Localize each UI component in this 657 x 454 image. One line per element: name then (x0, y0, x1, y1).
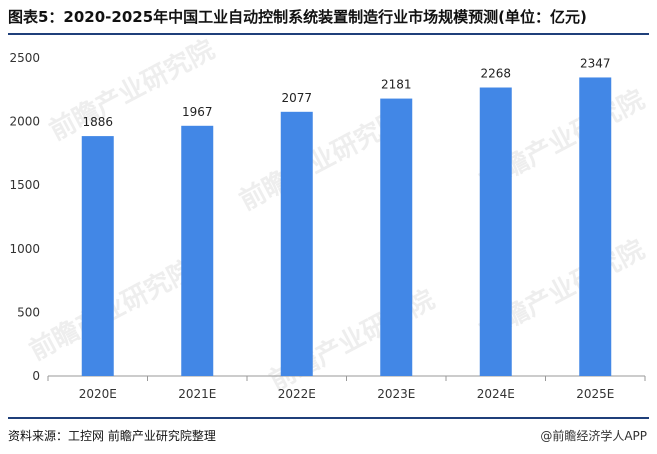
y-tick-label: 2500 (9, 51, 40, 65)
y-tick-label: 2000 (9, 115, 40, 129)
brand-label: @前瞻经济学人APP (540, 429, 647, 443)
bar (81, 136, 114, 376)
data-label: 2077 (281, 91, 312, 105)
data-label: 1967 (182, 105, 213, 119)
bar (181, 125, 214, 376)
chart-title: 图表5：2020-2025年中国工业自动控制系统装置制造行业市场规模预测(单位：… (8, 8, 587, 26)
x-tick-label: 2020E (79, 387, 117, 401)
bar (280, 111, 313, 376)
data-label: 2347 (580, 56, 611, 70)
bar (479, 87, 512, 376)
source-note: 资料来源：工控网 前瞻产业研究院整理 (8, 429, 216, 443)
title-divider (8, 33, 649, 35)
data-label: 2181 (381, 78, 412, 92)
bar (579, 77, 612, 376)
y-tick-label: 1500 (9, 178, 40, 192)
y-tick-label: 500 (17, 305, 40, 319)
x-tick-label: 2021E (178, 387, 216, 401)
data-label: 1886 (82, 115, 113, 129)
x-tick-label: 2022E (278, 387, 316, 401)
footer-divider (8, 417, 649, 419)
x-tick-label: 2024E (477, 387, 515, 401)
x-tick-label: 2023E (377, 387, 415, 401)
data-label: 2268 (480, 67, 511, 81)
x-tick-label: 2025E (576, 387, 614, 401)
y-tick-label: 0 (32, 369, 40, 383)
y-tick-label: 1000 (9, 242, 40, 256)
bar (380, 98, 413, 377)
